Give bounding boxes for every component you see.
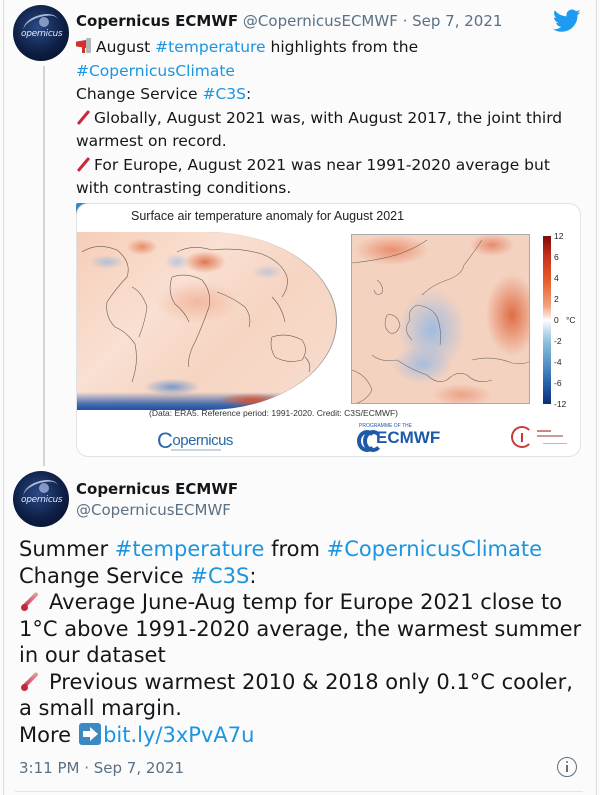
tick-neg4: -4 [554, 357, 562, 367]
colorbar [543, 236, 551, 404]
ecmwf-cc-icon [357, 430, 383, 452]
pencil-icon [76, 157, 91, 172]
tweet-text: August #temperature highlights from the … [76, 36, 566, 224]
figure-credit: (Data: ERA5. Reference period: 1991-2020… [149, 408, 398, 418]
bullet-europe: For Europe, August 2021 was near 1991-20… [76, 155, 550, 198]
avatar-logo-text: opernicus [21, 29, 63, 39]
avatar-planet [39, 17, 49, 27]
bullet-previous-warmest: Previous warmest 2010 & 2018 only 0.1°C … [19, 669, 573, 721]
thermometer-icon [19, 671, 39, 691]
twitter-bird-icon[interactable] [553, 9, 581, 33]
author-name[interactable]: Copernicus ECMWF [76, 480, 239, 498]
global-anomaly-map [77, 232, 337, 410]
media-image-card[interactable]: Surface air temperature anomaly for Augu… [76, 203, 581, 457]
colorbar-unit: °C [566, 315, 576, 325]
short-link[interactable]: bit.ly/3xPvA7u [103, 722, 255, 747]
thread-connector-line [43, 66, 45, 466]
copernicus-logo: Copernicus [157, 428, 233, 453]
hashtag-copernicus-climate[interactable]: #CopernicusClimate [76, 61, 235, 80]
tweet-text: Summer #temperature from #CopernicusClim… [19, 536, 584, 748]
climate-change-service-logo [511, 426, 571, 452]
tick-6: 6 [554, 252, 559, 262]
avatar[interactable]: opernicus [13, 471, 69, 527]
tick-2: 2 [554, 294, 559, 304]
tick-4: 4 [554, 273, 559, 283]
tweet-line-1: August #temperature highlights from the … [76, 37, 419, 80]
tick-12: 12 [554, 231, 564, 241]
avatar-planet [39, 483, 49, 493]
world-coastlines [81, 246, 311, 383]
tick-neg2: -2 [554, 336, 562, 346]
hashtag-temperature[interactable]: #temperature [114, 537, 265, 561]
bullet-average-temp: Average June-Aug temp for Europe 2021 cl… [19, 590, 582, 667]
tick-0: 0 [554, 315, 559, 325]
europe-coastlines [352, 239, 529, 403]
tweet-intro: Summer #temperature from #CopernicusClim… [19, 537, 543, 588]
tweet-line-2: Change Service #C3S: [76, 85, 252, 103]
figure-title: Surface air temperature anomaly for Augu… [131, 209, 405, 223]
more-link-line: More bit.ly/3xPvA7u [19, 722, 255, 747]
hashtag-c3s[interactable]: #C3S [190, 563, 250, 588]
info-icon[interactable] [557, 757, 577, 777]
tweet-header: Copernicus ECMWF @CopernicusECMWF · Sep … [76, 11, 502, 31]
right-arrow-icon [79, 722, 102, 745]
author-name[interactable]: Copernicus ECMWF [76, 12, 239, 30]
tweet-date[interactable]: Sep 7, 2021 [412, 12, 503, 30]
europe-anomaly-map [351, 234, 530, 404]
bullet-global: Globally, August 2021 was, with August 2… [76, 108, 563, 151]
hashtag-c3s[interactable]: #C3S [202, 85, 246, 103]
thermometer-icon [19, 591, 39, 611]
author-handle[interactable]: @CopernicusECMWF [76, 501, 231, 519]
author-handle[interactable]: @CopernicusECMWF [242, 12, 398, 30]
colorbar-ticks: 12 6 4 2 0 °C -2 -4 -6 -12 [554, 231, 580, 411]
pencil-icon [76, 110, 91, 125]
tick-neg12: -12 [554, 399, 567, 409]
tick-neg6: -6 [554, 378, 562, 388]
hashtag-copernicus-climate[interactable]: #CopernicusClimate [326, 537, 543, 561]
tweet-timestamp[interactable]: 3:11 PM · Sep 7, 2021 [19, 759, 185, 777]
separator-dot: · [397, 12, 413, 30]
megaphone-icon [76, 37, 93, 54]
avatar[interactable]: opernicus [13, 5, 69, 61]
ecmwf-logo: PROGRAMME OF THE ECMWF [357, 423, 441, 452]
hashtag-temperature[interactable]: #temperature [155, 38, 266, 56]
avatar-logo-text: opernicus [21, 495, 63, 505]
divider [15, 791, 583, 792]
